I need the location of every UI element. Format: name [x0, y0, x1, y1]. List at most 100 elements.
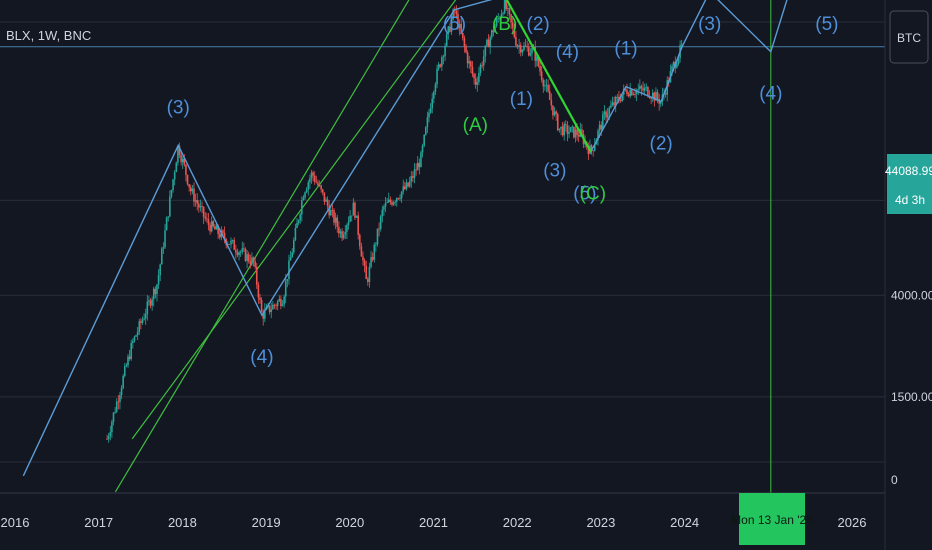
candle-body [262, 311, 265, 319]
candle-body [362, 256, 364, 261]
candle-body [629, 89, 631, 97]
candle-body [342, 234, 345, 239]
candle-body [233, 240, 236, 250]
candle-body [445, 33, 448, 46]
candle-body [603, 111, 606, 115]
candle-body [249, 261, 252, 264]
candle-body [189, 187, 192, 192]
candle-body [247, 254, 250, 262]
candle-body [424, 127, 427, 135]
candle-body [152, 288, 155, 300]
candle-body [466, 52, 469, 64]
candle-body [415, 169, 417, 171]
candle-body [149, 300, 152, 306]
candle-body [676, 63, 678, 68]
candle-body [357, 215, 359, 235]
candle-body [363, 260, 366, 266]
x-tick-label: 2016 [1, 515, 30, 530]
candle-body [616, 96, 619, 98]
y-tick-label: 4000.00 [891, 288, 932, 302]
x-tick-label: 2021 [419, 515, 448, 530]
candle-body [257, 284, 260, 298]
candle-body [305, 189, 308, 193]
candle-body [347, 221, 350, 226]
candle-body [320, 185, 322, 190]
candle-body [206, 218, 208, 220]
currency-button[interactable]: BTC [889, 10, 929, 64]
candle-body [323, 192, 326, 202]
candle-body [196, 200, 199, 204]
candle-body [639, 86, 641, 89]
candle-body [326, 199, 329, 206]
candle-body [289, 257, 292, 261]
candle-body [204, 216, 207, 219]
candle-body [128, 356, 131, 360]
candle-body [143, 318, 145, 320]
candle-body [123, 366, 126, 376]
candle-body [367, 279, 369, 283]
candle-body [478, 72, 480, 83]
candle-body [136, 331, 139, 336]
channel-line-upper [131, 0, 457, 440]
candle-body [132, 341, 134, 343]
candle-body [439, 64, 442, 67]
y-tick-label: 0 [891, 473, 898, 487]
candle-body [619, 99, 622, 102]
candle-body [664, 93, 667, 95]
candle-body [180, 155, 182, 163]
candle-body [127, 356, 129, 366]
candle-body [502, 13, 504, 14]
price-tag-countdown: 4d 3h [895, 193, 925, 207]
candle-body [642, 88, 644, 91]
candle-body [613, 102, 615, 106]
candle-body [201, 206, 203, 207]
candle-body [381, 209, 384, 217]
candle-body [299, 214, 302, 221]
candle-body [276, 301, 279, 306]
candle-body [264, 309, 266, 319]
candle-body [614, 96, 617, 106]
candle-body [590, 145, 593, 151]
candle-body [350, 215, 353, 217]
candle-body [307, 182, 310, 190]
candle-body [301, 200, 303, 215]
candle-body [146, 301, 149, 315]
candle-body [210, 221, 213, 232]
candle-body [553, 111, 556, 116]
candle-body [581, 129, 583, 135]
candle-body [209, 225, 211, 232]
candle-body [505, 0, 508, 9]
candle-body [537, 56, 540, 67]
candle-body [518, 45, 520, 47]
wave-label: (3) [167, 97, 190, 118]
candle-body [659, 101, 662, 104]
candle-body [241, 248, 244, 252]
candle-body [503, 0, 506, 14]
candle-body [569, 127, 572, 133]
candle-body [376, 228, 379, 245]
candle-body [413, 169, 416, 178]
candle-body [418, 162, 421, 168]
candle-body [497, 17, 500, 19]
x-tick-label: 2022 [503, 515, 532, 530]
candle-body [513, 27, 516, 37]
wave-label: (C) [580, 184, 606, 205]
candle-body [181, 158, 184, 163]
candle-body [167, 216, 170, 218]
candle-body [260, 300, 263, 312]
candle-body [552, 105, 554, 116]
candle-body [223, 232, 226, 240]
candle-body [218, 233, 221, 238]
candle-body [566, 125, 569, 134]
candle-body [470, 61, 472, 67]
date-marker-tag: Mon 13 Jan '25 [731, 493, 813, 545]
candle-body [489, 37, 491, 48]
candle-body [558, 128, 561, 131]
candle-body [186, 174, 189, 185]
candle-body [394, 201, 396, 203]
candle-body [621, 94, 623, 102]
candle-body [272, 304, 274, 310]
candle-body [565, 124, 567, 126]
candle-body [125, 365, 128, 367]
